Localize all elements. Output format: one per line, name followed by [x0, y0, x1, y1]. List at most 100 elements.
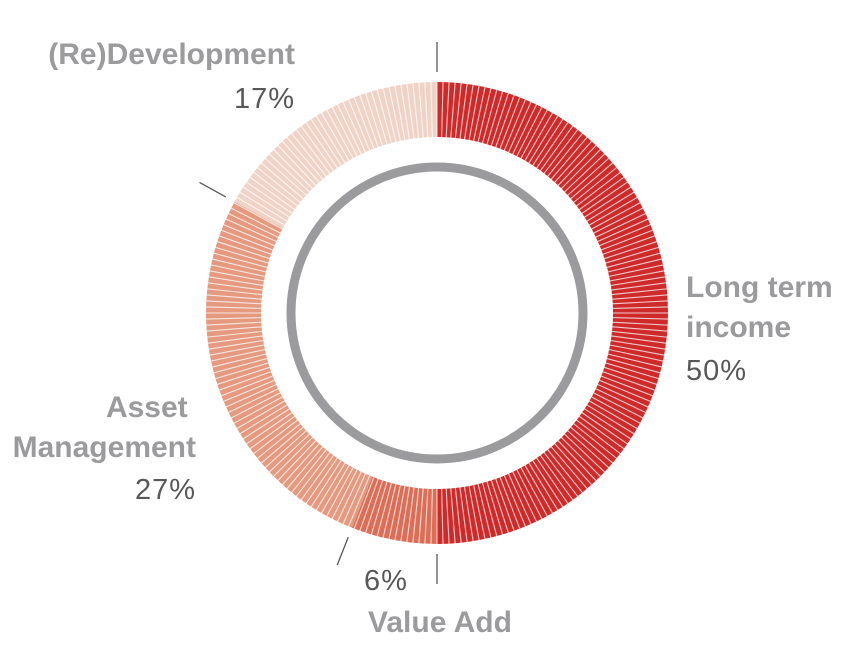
slice-label-long-term-income: Long term income [686, 271, 841, 344]
stripe-line [550, 136, 589, 181]
stripe-line [610, 288, 668, 296]
stripe-line [388, 85, 402, 142]
stripe-line [535, 121, 569, 170]
stripe-line [376, 481, 393, 538]
stripe-line [281, 442, 321, 486]
stripe-line [320, 464, 350, 515]
stripe-line [406, 486, 415, 544]
stripe-line [610, 282, 668, 291]
stripe-line [539, 124, 574, 172]
stripe-line [347, 98, 371, 152]
stripe-line [224, 383, 278, 408]
stripe-line [245, 181, 294, 215]
stripe-line [208, 344, 266, 356]
stripe-line [477, 87, 492, 143]
stripe-line [546, 448, 584, 494]
stripe-line [235, 196, 286, 226]
stripe-line [212, 252, 269, 269]
stripe-line [388, 484, 402, 541]
stripe-line [454, 486, 462, 544]
stripe-line [490, 479, 510, 534]
stripe-line [424, 487, 429, 545]
stripe-line [224, 218, 278, 243]
stripe-line [524, 464, 554, 515]
stripe-line [450, 81, 456, 139]
stripe-line [290, 132, 328, 178]
stripe-line [605, 357, 662, 374]
stripe-line [295, 128, 331, 175]
stripe-line [252, 171, 299, 207]
stripe-line [603, 240, 658, 260]
stripe-line [609, 339, 667, 350]
stripe-line [468, 484, 480, 542]
stripe-line [232, 396, 284, 425]
stripe-line [569, 161, 614, 200]
stripe-line [441, 487, 444, 545]
stripe-line [295, 451, 331, 498]
stripe-line [272, 436, 314, 478]
stripe-line [608, 348, 665, 362]
stripe-line [575, 419, 622, 455]
stripe-line [205, 306, 263, 309]
stripe-line [486, 480, 504, 536]
stripe-line [238, 191, 289, 223]
stripe-line [342, 472, 367, 526]
stripe-line [515, 106, 543, 158]
stripe-line [445, 487, 450, 545]
stripe-line [608, 344, 666, 356]
stripe-line [300, 124, 335, 172]
stripe-line [520, 108, 549, 160]
stripe-line [588, 400, 639, 430]
stripe-line [490, 92, 510, 147]
stripe-line [272, 148, 314, 190]
stripe-line [481, 88, 498, 145]
stripe-line [604, 246, 660, 264]
stripe-line [230, 391, 282, 419]
stripe-line [603, 366, 658, 386]
stripe-line [305, 121, 339, 170]
stripe-line [583, 407, 632, 440]
stripe-line [230, 207, 282, 235]
stripe-line [486, 90, 504, 146]
stripe-line [412, 82, 420, 140]
stripe-line [209, 264, 266, 278]
stripe-line [580, 411, 629, 445]
stripe-line [569, 426, 614, 465]
stripe-line [598, 223, 652, 247]
stripe-line [611, 317, 669, 320]
slice-label-value-add: Value Add [368, 606, 512, 639]
stripe-line [394, 84, 406, 142]
stripe-line [531, 118, 564, 167]
stripe-line [553, 442, 593, 486]
stripe-line [424, 81, 429, 139]
stripe-line [611, 321, 669, 326]
stripe-line [205, 294, 263, 300]
stripe-line [553, 140, 593, 184]
stripe-line [245, 411, 294, 445]
stripe-line [601, 235, 656, 256]
stripe-line [557, 144, 598, 187]
stripe-line [459, 82, 468, 140]
stripe-line [281, 140, 321, 184]
stripe-line [211, 353, 267, 368]
stripe-line [611, 306, 669, 309]
stripe-line [227, 387, 280, 414]
stripe-line [412, 486, 420, 544]
stripe-line [550, 445, 589, 490]
stripe-line [359, 94, 380, 149]
stripe-line [598, 379, 652, 403]
stripe-line [572, 166, 618, 204]
stripe-line [370, 90, 388, 146]
stripe-line [507, 472, 532, 526]
stripe-line [305, 456, 339, 505]
stripe-line [331, 468, 359, 520]
stripe-line [260, 161, 305, 200]
stripe-line [248, 176, 296, 211]
stripe-line [430, 487, 433, 545]
stripe-line [276, 439, 317, 482]
stripe-line [507, 100, 532, 154]
stripe-line [601, 370, 656, 391]
stripe-line [499, 96, 521, 150]
stripe-line [600, 229, 654, 251]
